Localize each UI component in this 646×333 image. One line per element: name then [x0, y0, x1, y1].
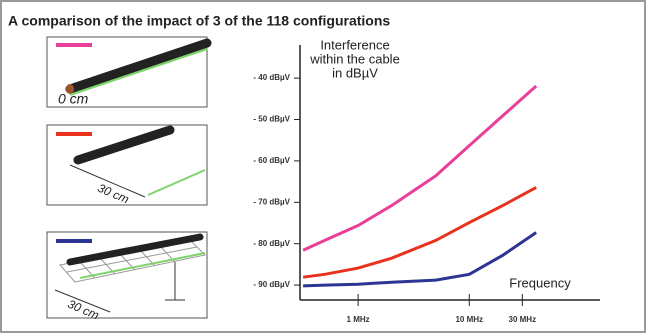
y-tick-label: - 40 dBµV — [253, 73, 290, 82]
x-axis-label: Frequency — [509, 275, 571, 290]
chart-title: A comparison of the impact of 3 of the 1… — [8, 13, 390, 29]
y-axis-label: Interference — [320, 37, 389, 52]
x-tick-label: 30 MHz — [509, 315, 537, 324]
y-axis-label: within the cable — [309, 51, 400, 66]
series-line — [302, 84, 538, 252]
x-tick-label: 1 MHz — [347, 315, 370, 324]
panel-30cm: 30 cm — [46, 124, 208, 206]
y-tick-label: - 50 dBµV — [253, 115, 290, 124]
y-tick-label: - 90 dBµV — [253, 280, 290, 289]
panel-tray: 30 cm — [46, 231, 208, 322]
series-line — [303, 231, 538, 288]
panel-0cm: 0 cm — [46, 36, 212, 108]
y-tick-label: - 60 dBµV — [253, 156, 290, 165]
y-tick-label: - 70 dBµV — [253, 197, 290, 206]
y-axis-label: in dBµV — [332, 65, 378, 80]
x-tick-label: 10 MHz — [455, 315, 483, 324]
annotation: 0 cm — [58, 91, 89, 107]
series-line — [302, 186, 537, 279]
y-tick-label: - 80 dBµV — [253, 239, 290, 248]
